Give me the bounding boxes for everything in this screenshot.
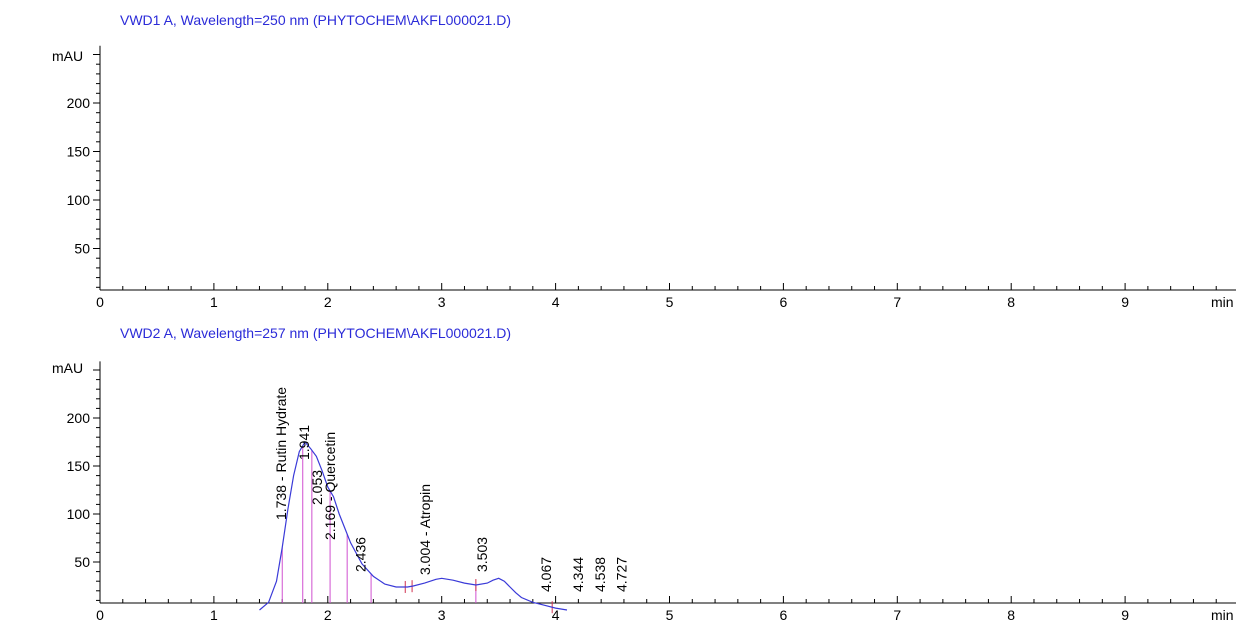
peak-label: 2.169 - Quercetin [322,432,338,540]
y-tick-label: 50 [74,554,90,570]
x-tick-label: 2 [324,294,332,310]
x-tick-label: 5 [666,294,674,310]
x-tick-label: 5 [666,607,674,623]
panel-vwd1: VWD1 A, Wavelength=250 nm (PHYTOCHEM\AKF… [52,12,1236,310]
y-unit-label-vwd1: mAU [52,48,83,64]
x-tick-label: 6 [780,607,788,623]
peak-label: 4.344 [570,557,586,592]
x-tick-label: 2 [324,607,332,623]
y-tick-label: 150 [67,144,91,160]
signal-trace [259,440,568,611]
x-axis-unit-label: min [1211,294,1234,310]
panel-vwd2: VWD2 A, Wavelength=257 nm (PHYTOCHEM\AKF… [52,325,1236,623]
x-tick-label: 7 [893,294,901,310]
peak-label: 1.738 - Rutin Hydrate [273,387,289,520]
peak-label: 4.067 [538,557,554,592]
x-tick-label: 0 [96,294,104,310]
x-tick-label: 3 [438,294,446,310]
x-tick-label: 6 [780,294,788,310]
x-tick-label: 4 [552,294,560,310]
x-tick-label: 9 [1121,607,1129,623]
y-tick-label: 150 [67,458,91,474]
peak-label: 1.941 [296,425,312,460]
x-tick-label: 9 [1121,294,1129,310]
x-tick-label: 7 [893,607,901,623]
peak-label: 4.538 [592,557,608,592]
y-tick-label: 100 [67,192,91,208]
x-tick-label: 3 [438,607,446,623]
x-tick-label: 1 [210,294,218,310]
peak-label: 2.436 [352,537,368,572]
y-unit-label-vwd2: mAU [52,360,83,376]
panel-title-vwd2: VWD2 A, Wavelength=257 nm (PHYTOCHEM\AKF… [120,325,511,341]
y-tick-label: 50 [74,241,90,257]
y-tick-label: 200 [67,95,91,111]
panel-title-vwd1: VWD1 A, Wavelength=250 nm (PHYTOCHEM\AKF… [120,12,511,28]
x-axis-unit-label: min [1211,607,1234,623]
x-tick-label: 8 [1007,607,1015,623]
peak-label: 2.053 [309,470,325,505]
x-tick-label: 8 [1007,294,1015,310]
y-tick-label: 100 [67,506,91,522]
x-tick-label: 1 [210,607,218,623]
x-tick-label: 4 [552,607,560,623]
peak-label: 4.727 [613,557,629,592]
peak-label: 3.503 [474,537,490,572]
x-tick-label: 0 [96,607,104,623]
peak-label: 3.004 - Atropin [417,484,433,575]
y-tick-label: 200 [67,410,91,426]
